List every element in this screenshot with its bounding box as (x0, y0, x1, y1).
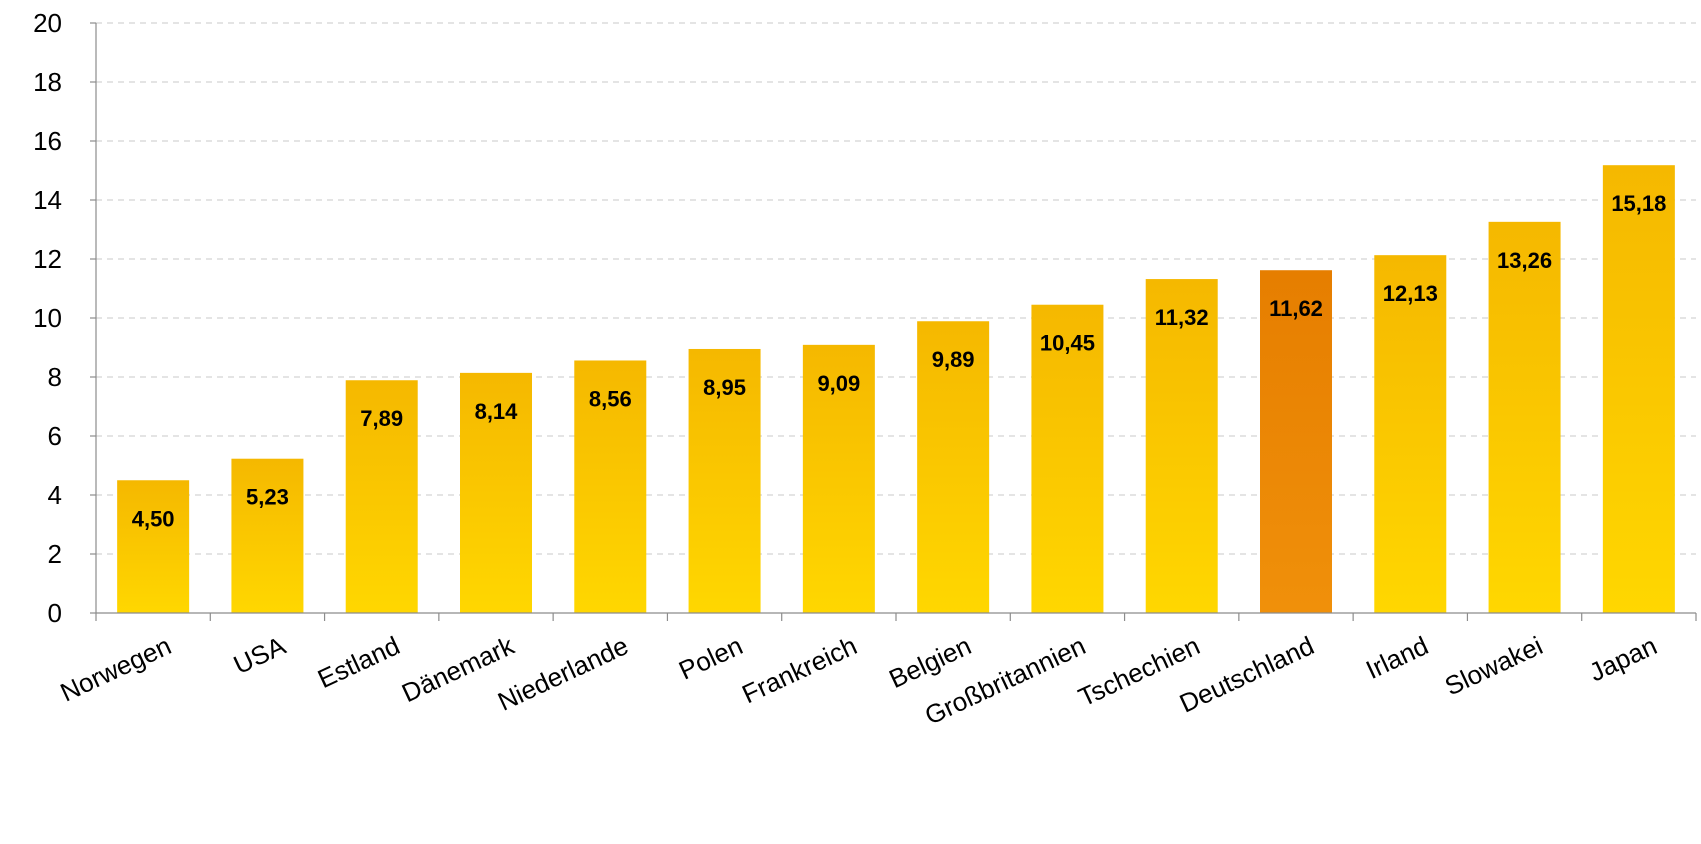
x-category-label: Irland (1361, 630, 1433, 685)
bar (574, 360, 647, 613)
y-tick-label: 4 (48, 480, 62, 510)
data-label: 10,45 (1040, 331, 1095, 356)
data-label: 12,13 (1383, 281, 1438, 306)
y-tick-label: 12 (33, 244, 62, 274)
bar (1145, 279, 1218, 613)
bar (917, 321, 990, 613)
y-tick-label: 20 (33, 8, 62, 38)
x-category-label: Slowakei (1440, 630, 1547, 701)
x-category-label: Japan (1585, 630, 1662, 687)
data-label: 7,89 (360, 406, 403, 431)
data-label: 5,23 (246, 485, 289, 510)
data-label: 11,62 (1269, 296, 1323, 321)
y-tick-label: 6 (48, 421, 62, 451)
y-tick-label: 10 (33, 303, 62, 333)
x-category-label: Niederlande (493, 630, 633, 716)
gridlines (96, 22, 1696, 555)
data-label: 9,09 (817, 371, 860, 396)
y-axis-tick-labels: 0 2 4 6 8 10 12 14 16 18 20 (33, 8, 62, 628)
bar (345, 380, 418, 613)
data-label: 4,50 (132, 506, 175, 531)
bar (802, 344, 875, 613)
bar (1602, 165, 1675, 613)
data-label: 13,26 (1497, 248, 1552, 273)
x-category-label: Estland (313, 630, 404, 694)
data-label: 15,18 (1611, 191, 1666, 216)
axes (90, 22, 1697, 621)
y-tick-label: 2 (48, 539, 62, 569)
bar (1374, 255, 1447, 614)
data-label: 8,56 (589, 386, 632, 411)
data-labels: 4,50 5,23 7,89 8,14 8,56 8,95 9,09 9,89 10,45 11,… (132, 191, 1667, 531)
bar (117, 480, 190, 613)
data-label: 8,95 (703, 375, 746, 400)
bar (1488, 221, 1561, 613)
bar (231, 458, 304, 613)
x-category-label: Polen (674, 630, 747, 685)
y-tick-label: 8 (48, 362, 62, 392)
y-tick-label: 16 (33, 126, 62, 156)
data-label: 11,32 (1155, 305, 1209, 330)
bar (688, 348, 761, 613)
data-label: 9,89 (932, 347, 975, 372)
bar-highlight (1260, 270, 1332, 613)
bars (117, 165, 1675, 614)
y-tick-label: 18 (33, 67, 62, 97)
data-label: 8,14 (475, 399, 519, 424)
y-tick-label: 14 (33, 185, 62, 215)
bar (460, 372, 532, 613)
x-category-label: USA (229, 630, 291, 680)
bar (1031, 304, 1104, 613)
y-tick-label: 0 (48, 598, 62, 628)
x-category-label: Norwegen (56, 630, 176, 707)
x-category-label: Frankreich (737, 630, 861, 709)
